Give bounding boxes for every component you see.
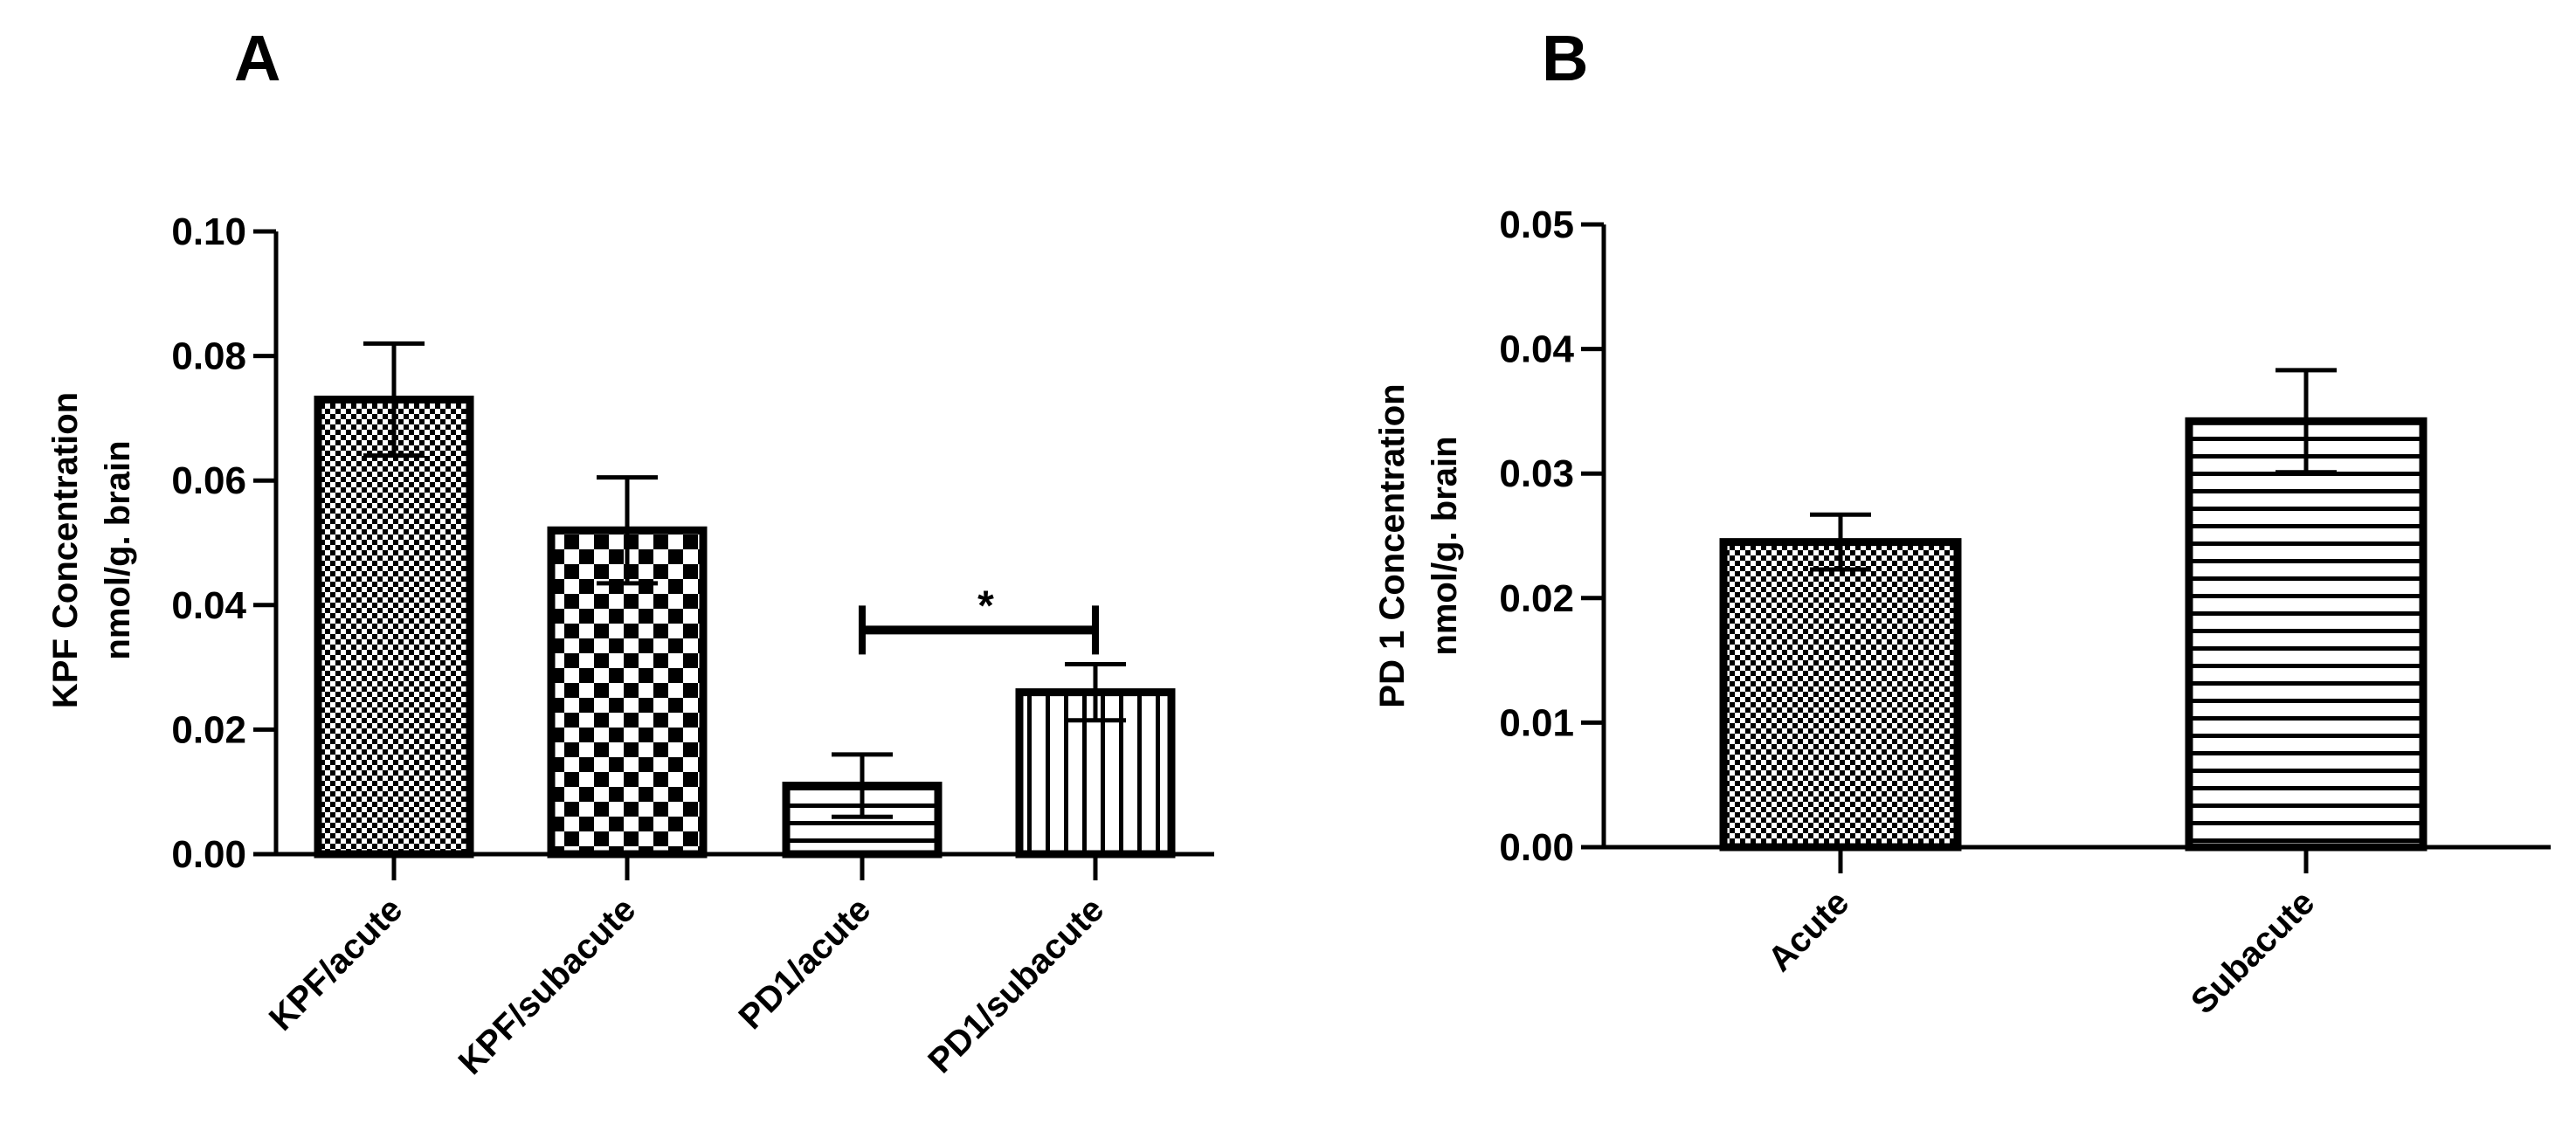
panel-b-y-title: PD 1 Concentration nmol/g. brain [1373, 383, 1464, 707]
panel-b-category-label: Acute [1761, 883, 1857, 979]
panel-b-y-tick-label: 0.01 [1499, 701, 1574, 744]
panel-b-y-tick-label: 0.02 [1499, 577, 1574, 620]
panel-b-y-tick-label: 0.03 [1499, 452, 1574, 495]
panel-a-category-label: PD1/subacute [921, 890, 1111, 1080]
panel-a-y-tick-label: 0.06 [171, 459, 246, 502]
panel-a-letter: A [234, 22, 280, 94]
panel-a-y-title-line-1: KPF Concentration [46, 392, 85, 708]
panel-a-bar [314, 396, 474, 859]
panel-b: B PD 1 Concentration nmol/g. brain 0.00 0… [1373, 22, 2551, 1022]
panel-a-category-label: KPF/acute [262, 890, 410, 1038]
panel-b-bar [1719, 538, 1962, 852]
panel-b-bar [2185, 417, 2428, 852]
panel-b-y-tick-label: 0.05 [1499, 203, 1574, 246]
panel-a-category-label: KPF/subacute [452, 890, 644, 1082]
panel-a-y-title-line-2: nmol/g. brain [99, 440, 137, 659]
panel-b-y-tick-label: 0.00 [1499, 826, 1574, 869]
panel-b-y-tick-label: 0.04 [1499, 328, 1574, 371]
panel-a-y-tick-label: 0.02 [171, 708, 246, 751]
panel-a-category-label: PD1/acute [731, 890, 878, 1037]
panel-a-y-tick-label: 0.08 [171, 335, 246, 378]
panel-b-y-title-line-2: nmol/g. brain [1426, 436, 1464, 655]
panel-b-letter: B [1542, 22, 1588, 94]
panel-a: A KPF Concentration nmol/g. brain 0.00 0.… [46, 22, 1214, 1082]
panel-b-category-label: Subacute [2184, 883, 2322, 1021]
panel-a-significance-label: * [977, 583, 994, 629]
panel-a-y-tick-label: 0.00 [171, 833, 246, 876]
panel-a-y-tick-label: 0.04 [171, 584, 246, 627]
panel-b-y-title-line-1: PD 1 Concentration [1373, 383, 1412, 707]
panel-a-y-tick-label: 0.10 [171, 210, 246, 253]
panel-a-y-title: KPF Concentration nmol/g. brain [46, 392, 137, 708]
